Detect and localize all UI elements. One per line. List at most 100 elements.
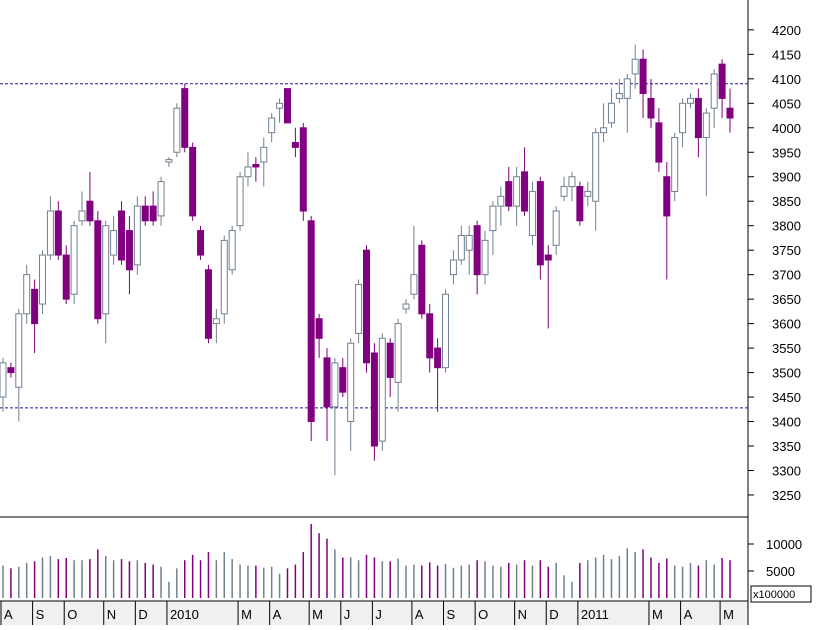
- y-tick-label: 3550: [772, 341, 801, 356]
- candle-body: [647, 97, 655, 119]
- candle-body: [339, 367, 347, 393]
- candle-body: [671, 137, 679, 192]
- candle-body: [260, 146, 268, 163]
- candle-body: [465, 234, 473, 251]
- y-tick-label: 4000: [772, 121, 801, 136]
- y-tick-label: 3350: [772, 439, 801, 454]
- candle-body: [592, 132, 600, 202]
- volume-tick-label: 10000: [766, 537, 802, 552]
- candle-body: [125, 230, 133, 271]
- x-tick-label: 2010: [170, 607, 199, 622]
- y-tick-label: 3600: [772, 317, 801, 332]
- x-tick-label: A: [4, 607, 13, 622]
- candle-body: [528, 190, 536, 236]
- candle-body: [363, 249, 370, 364]
- candle-body: [70, 225, 78, 295]
- candle-body: [78, 210, 86, 222]
- candle-body: [291, 141, 299, 148]
- x-tick-label: N: [107, 607, 116, 622]
- candle-body: [173, 107, 181, 153]
- y-tick-label: 4050: [772, 96, 801, 111]
- candle-body: [181, 88, 189, 148]
- candle-body: [149, 205, 157, 222]
- y-tick-label: 3300: [772, 463, 801, 478]
- candle-body: [133, 205, 141, 266]
- candle-body: [457, 234, 465, 261]
- y-tick-label: 3750: [772, 243, 801, 258]
- candle-body: [276, 102, 284, 109]
- x-tick-label: O: [478, 607, 488, 622]
- candle-body: [378, 337, 386, 442]
- y-tick-label: 3900: [772, 170, 801, 185]
- candle-body: [157, 181, 165, 217]
- candle-body: [710, 73, 718, 109]
- candle-body: [62, 254, 70, 300]
- y-tick-label: 4150: [772, 47, 801, 62]
- y-tick-label: 3650: [772, 292, 801, 307]
- candle-body: [165, 159, 173, 163]
- candle-body: [197, 230, 205, 256]
- candle-body: [544, 254, 552, 261]
- candle-body: [442, 293, 450, 369]
- x-tick-label: J: [344, 607, 351, 622]
- candle-body: [410, 274, 418, 295]
- candle-body: [426, 313, 434, 359]
- candle-body: [15, 313, 23, 388]
- x-tick-label: M: [652, 607, 663, 622]
- y-tick-label: 3800: [772, 219, 801, 234]
- x-tick-label: D: [549, 607, 558, 622]
- candle-body: [0, 362, 7, 398]
- candle-body: [86, 200, 94, 222]
- candle-body: [23, 274, 31, 315]
- candle-body: [331, 362, 339, 408]
- candle-body: [370, 352, 378, 447]
- candle-body: [110, 230, 118, 256]
- x-tick-label: A: [273, 607, 282, 622]
- candle-body: [252, 164, 260, 168]
- candle-body: [560, 186, 568, 197]
- candle-body: [418, 244, 426, 315]
- candle-body: [481, 239, 489, 276]
- y-tick-label: 3850: [772, 194, 801, 209]
- candle-body: [536, 181, 544, 266]
- candle-body: [615, 93, 623, 99]
- candle-body: [46, 210, 54, 256]
- candle-body: [141, 205, 149, 222]
- candle-body: [386, 342, 394, 378]
- candle-body: [394, 323, 402, 383]
- candle-body: [726, 107, 734, 119]
- candle-body: [102, 225, 110, 315]
- x-tick-label: M: [241, 607, 252, 622]
- candle-body: [631, 58, 639, 75]
- candle-body: [568, 176, 576, 188]
- candle-body: [497, 195, 505, 207]
- candle-body: [236, 176, 244, 227]
- x-tick-label: A: [415, 607, 424, 622]
- candle-body: [189, 146, 197, 217]
- y-tick-label: 3450: [772, 390, 801, 405]
- x-tick-label: M: [312, 607, 323, 622]
- candle-body: [576, 186, 584, 222]
- candle-body: [347, 342, 355, 423]
- x-tick-label: A: [684, 607, 693, 622]
- candle-body: [39, 254, 47, 305]
- candle-body: [54, 210, 62, 256]
- candle-body: [355, 283, 363, 334]
- candle-body: [473, 225, 481, 276]
- x-tick-label: D: [138, 607, 147, 622]
- candle-body: [600, 127, 608, 134]
- candle-body: [623, 78, 631, 99]
- candle-body: [702, 112, 710, 139]
- volume-tick-label: 5000: [766, 564, 795, 579]
- candle-body: [718, 63, 726, 99]
- candle-body: [212, 318, 220, 325]
- x-tick-label: O: [67, 607, 77, 622]
- candle-body: [679, 102, 687, 134]
- y-tick-label: 3250: [772, 488, 801, 503]
- x-axis-band: [0, 601, 748, 625]
- candle-body: [323, 357, 331, 408]
- candle-body: [552, 210, 560, 246]
- candle-body: [118, 210, 126, 261]
- candle-body: [94, 220, 102, 320]
